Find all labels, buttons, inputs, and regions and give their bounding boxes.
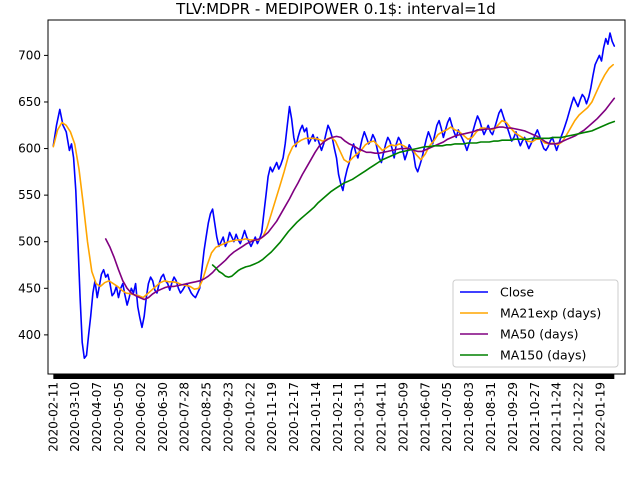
- x-tick-label: 2020-07-28: [178, 382, 192, 452]
- x-tick-label: 2021-05-09: [397, 382, 411, 452]
- y-axis: 400 450 500 550 600 650 700: [18, 48, 48, 342]
- x-tick-label: 2020-06-02: [134, 382, 148, 452]
- x-tick-label: 2021-07-05: [440, 382, 454, 452]
- x-tick-label: 2021-01-14: [309, 382, 323, 452]
- legend-label: MA150 (days): [500, 348, 586, 363]
- x-tick-label: 2020-10-22: [243, 382, 257, 452]
- y-tick-label: 400: [18, 328, 41, 342]
- legend-box: [452, 279, 619, 368]
- x-tick-label: 2020-12-17: [287, 382, 301, 452]
- x-tick-label: 2021-04-11: [375, 382, 389, 452]
- legend: Close MA21exp (days) MA50 (days) MA150 (day…: [452, 279, 619, 368]
- x-tick-label: 2021-09-29: [506, 382, 520, 452]
- x-tick-label: 2020-02-11: [46, 382, 60, 452]
- x-tick-label: 2020-03-10: [68, 382, 82, 452]
- x-tick-label: 2021-02-11: [331, 382, 345, 452]
- x-tick-label: 2021-03-11: [353, 382, 367, 452]
- y-tick-label: 650: [18, 95, 41, 109]
- y-tick-label: 700: [18, 48, 41, 62]
- x-tick-label: 2021-06-07: [418, 382, 432, 452]
- legend-label: Close: [500, 285, 534, 300]
- series-line-ma150-days: [211, 120, 616, 278]
- series-layer: [52, 32, 616, 359]
- x-daily-ticks: [53, 374, 615, 379]
- series-line-close: [52, 32, 616, 359]
- series-line-ma50-days: [104, 97, 616, 301]
- x-tick-label: 2022-01-19: [593, 382, 607, 452]
- x-tick-label: 2021-12-22: [572, 382, 586, 452]
- x-tick-label: 2021-08-31: [484, 382, 498, 452]
- x-tick-label: 2020-08-25: [200, 382, 214, 452]
- series-line-ma21exp-days: [52, 63, 614, 299]
- x-tick-label: 2021-10-27: [528, 382, 542, 452]
- x-tick-label: 2020-05-05: [112, 382, 126, 452]
- y-tick-label: 600: [18, 142, 41, 156]
- x-tick-label: 2021-08-03: [462, 382, 476, 452]
- x-tick-label: 2020-11-19: [265, 382, 279, 452]
- x-tick-label: 2020-09-23: [221, 382, 235, 452]
- y-tick-label: 500: [18, 235, 41, 249]
- x-tick-label: 2020-04-07: [90, 382, 104, 452]
- x-axis: 2020-02-11 2020-03-10 2020-04-07 2020-05-05…: [46, 374, 615, 452]
- legend-label: MA50 (days): [500, 327, 578, 342]
- y-tick-label: 550: [18, 188, 41, 202]
- y-tick-label: 450: [18, 281, 41, 295]
- x-tick-label: 2020-06-30: [156, 382, 170, 452]
- legend-label: MA21exp (days): [500, 306, 601, 321]
- x-tick-label: 2021-11-24: [550, 382, 564, 452]
- chart-title: TLV:MDPR - MEDIPOWER 0.1$: interval=1d: [175, 0, 496, 18]
